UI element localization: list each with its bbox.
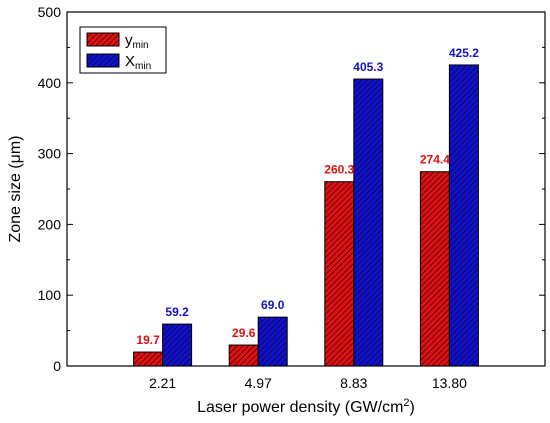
bar-xmin-2.21 (162, 323, 193, 367)
y-tick-label-400: 400 (38, 75, 62, 91)
data-label-xmin-4.97: 69.0 (261, 298, 285, 312)
data-label-xmin-8.83: 405.3 (353, 60, 383, 74)
y-tick-label-500: 500 (38, 4, 62, 20)
legend-label-xmin: Xmin (125, 53, 151, 72)
x-axis-label: Laser power density (GW/cm2) (197, 397, 415, 416)
legend: ymin Xmin (79, 26, 167, 74)
x-tick-label-2.21: 2.21 (149, 375, 176, 391)
legend-label-ymin: ymin (125, 32, 149, 51)
data-label-xmin-13.80: 425.2 (449, 46, 479, 60)
data-label-ymin-13.80: 274.4 (420, 153, 450, 167)
bar-ymin-8.83 (324, 181, 355, 367)
y-tick-label-100: 100 (38, 287, 62, 303)
bar-xmin-8.83 (353, 78, 384, 367)
legend-swatch-ymin (86, 32, 120, 47)
x-tick-label-4.97: 4.97 (245, 375, 272, 391)
bar-ymin-4.97 (228, 344, 259, 367)
x-tick-label-8.83: 8.83 (340, 375, 367, 391)
bar-ymin-13.80 (419, 171, 450, 367)
y-tick-label-200: 200 (38, 216, 62, 232)
legend-swatch-xmin (86, 53, 120, 68)
data-label-ymin-4.97: 29.6 (232, 326, 256, 340)
data-label-ymin-2.21: 19.7 (136, 333, 160, 347)
y-axis-label: Zone size (μm) (7, 135, 24, 242)
bar-xmin-4.97 (257, 316, 288, 367)
bar-xmin-13.80 (448, 64, 479, 367)
data-label-ymin-8.83: 260.3 (324, 163, 354, 177)
data-label-xmin-2.21: 59.2 (165, 305, 189, 319)
bar-ymin-2.21 (133, 351, 164, 367)
y-tick-label-0: 0 (53, 358, 61, 374)
y-tick-label-300: 300 (38, 146, 62, 162)
x-tick-label-13.80: 13.80 (432, 375, 467, 391)
